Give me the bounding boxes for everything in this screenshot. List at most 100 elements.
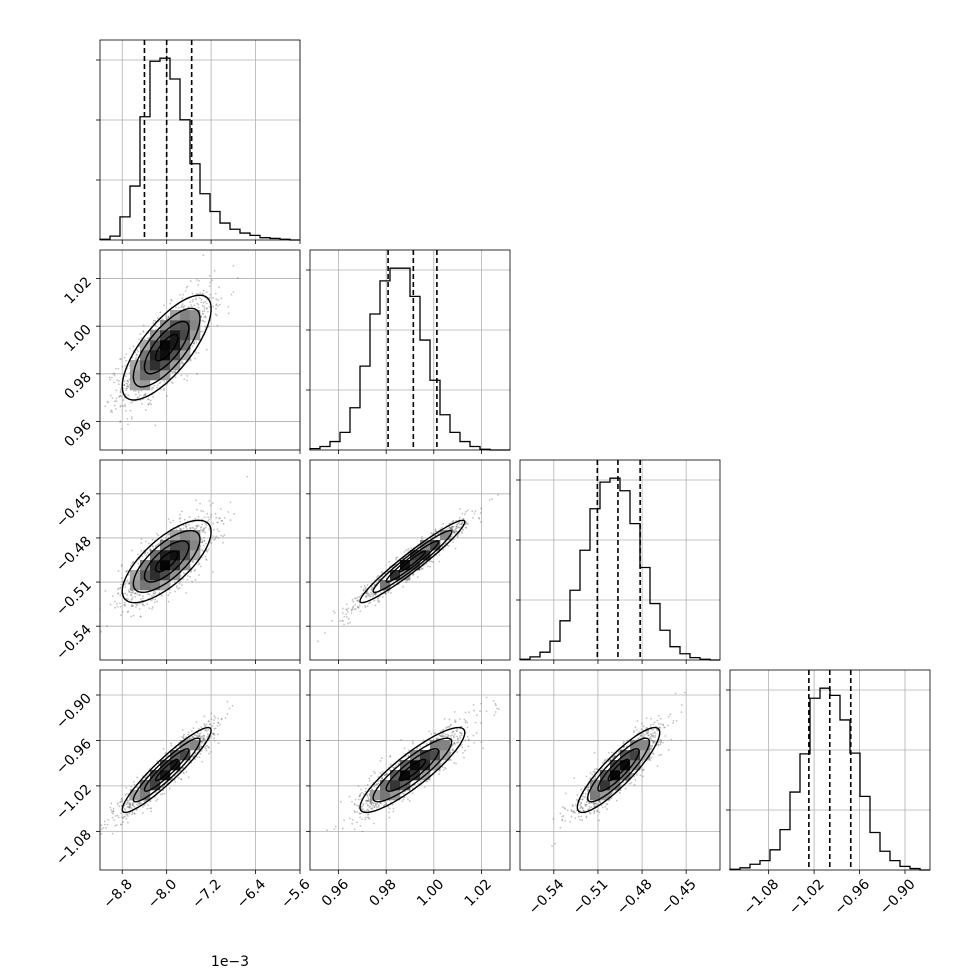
sample-point xyxy=(654,734,657,737)
sample-point xyxy=(175,586,178,589)
sample-point xyxy=(195,341,198,344)
sample-point xyxy=(401,585,404,588)
sample-point xyxy=(202,544,205,547)
sample-point xyxy=(212,732,215,735)
sample-point xyxy=(455,762,457,765)
sample-point xyxy=(181,361,184,364)
sample-point xyxy=(452,521,455,523)
sample-point xyxy=(364,790,367,793)
sample-point xyxy=(425,743,428,745)
sample-point xyxy=(136,397,139,399)
sample-point xyxy=(174,371,177,373)
sample-point xyxy=(633,731,635,734)
density-cell xyxy=(190,540,201,551)
sample-point xyxy=(246,475,249,478)
sample-point xyxy=(124,409,127,412)
sample-point xyxy=(206,736,209,738)
panel-background xyxy=(100,670,300,870)
sample-point xyxy=(136,604,139,607)
density-cell xyxy=(440,530,451,541)
sample-point xyxy=(639,735,642,738)
sample-point xyxy=(123,816,125,818)
sample-point xyxy=(136,593,139,596)
sample-point xyxy=(216,521,219,524)
sample-point xyxy=(625,745,628,748)
sample-point xyxy=(427,565,429,568)
sample-point xyxy=(135,354,138,357)
sample-point xyxy=(211,537,214,539)
sample-point xyxy=(379,772,382,774)
sample-point xyxy=(130,604,133,607)
sample-point xyxy=(642,775,644,778)
scatter-panel-3-2: −0.54 −0.51 −0.48 −0.45 xyxy=(516,669,721,918)
contours xyxy=(576,726,661,814)
sample-point xyxy=(610,792,613,795)
sample-point xyxy=(219,517,221,520)
sample-point xyxy=(452,731,455,733)
sample-point xyxy=(202,510,205,513)
sample-point xyxy=(366,784,369,786)
sample-point xyxy=(647,734,650,737)
density-cell xyxy=(160,570,171,581)
sample-point xyxy=(456,735,459,738)
sample-point xyxy=(612,791,614,793)
sample-point xyxy=(127,385,129,388)
sample-point xyxy=(351,598,354,601)
sample-point xyxy=(444,542,447,545)
sample-point xyxy=(667,715,670,718)
density-cell xyxy=(140,790,151,801)
sample-point xyxy=(126,418,129,420)
sample-point xyxy=(389,763,392,766)
sample-point xyxy=(582,809,585,812)
sample-point xyxy=(167,536,170,539)
sample-point xyxy=(110,802,113,805)
sample-point xyxy=(667,748,670,751)
sample-point xyxy=(128,591,131,593)
panel-border xyxy=(519,669,721,871)
sample-point xyxy=(188,738,191,740)
sample-point xyxy=(217,733,219,736)
sample-point xyxy=(376,806,379,809)
sample-point xyxy=(423,786,426,789)
sample-point xyxy=(214,536,217,539)
density-cell xyxy=(390,570,401,581)
sample-point xyxy=(141,555,143,558)
sample-point xyxy=(134,393,137,396)
sample-point xyxy=(217,299,219,301)
sample-point xyxy=(165,315,167,317)
density-cell xyxy=(190,320,201,331)
sample-point xyxy=(654,736,656,739)
sample-point xyxy=(125,389,127,392)
sample-point xyxy=(218,303,221,306)
sample-point xyxy=(176,584,178,587)
sample-point xyxy=(201,312,204,315)
sample-point xyxy=(111,595,114,597)
sample-point xyxy=(645,727,647,729)
sample-point xyxy=(191,292,194,295)
sample-point xyxy=(468,711,470,713)
sample-point xyxy=(451,744,454,746)
sample-point xyxy=(196,525,199,528)
sample-point xyxy=(593,752,596,754)
sample-point xyxy=(119,405,122,408)
sample-point xyxy=(204,531,207,534)
sample-point xyxy=(127,583,130,585)
sample-point xyxy=(163,380,166,383)
sample-point xyxy=(660,753,663,756)
density-cell xyxy=(410,770,421,781)
sample-point xyxy=(356,821,358,824)
sample-point xyxy=(130,594,133,597)
sample-point xyxy=(450,535,453,537)
sample-point xyxy=(374,604,377,607)
sample-point xyxy=(371,592,374,595)
sample-point xyxy=(343,819,345,822)
density-cell xyxy=(410,550,421,561)
sample-point xyxy=(119,586,122,589)
sample-point xyxy=(594,775,597,778)
sample-point xyxy=(202,312,205,315)
sample-point xyxy=(406,798,409,801)
sample-point xyxy=(200,740,203,743)
sample-point xyxy=(374,593,377,596)
sample-point xyxy=(412,574,414,577)
sample-point xyxy=(412,573,415,575)
